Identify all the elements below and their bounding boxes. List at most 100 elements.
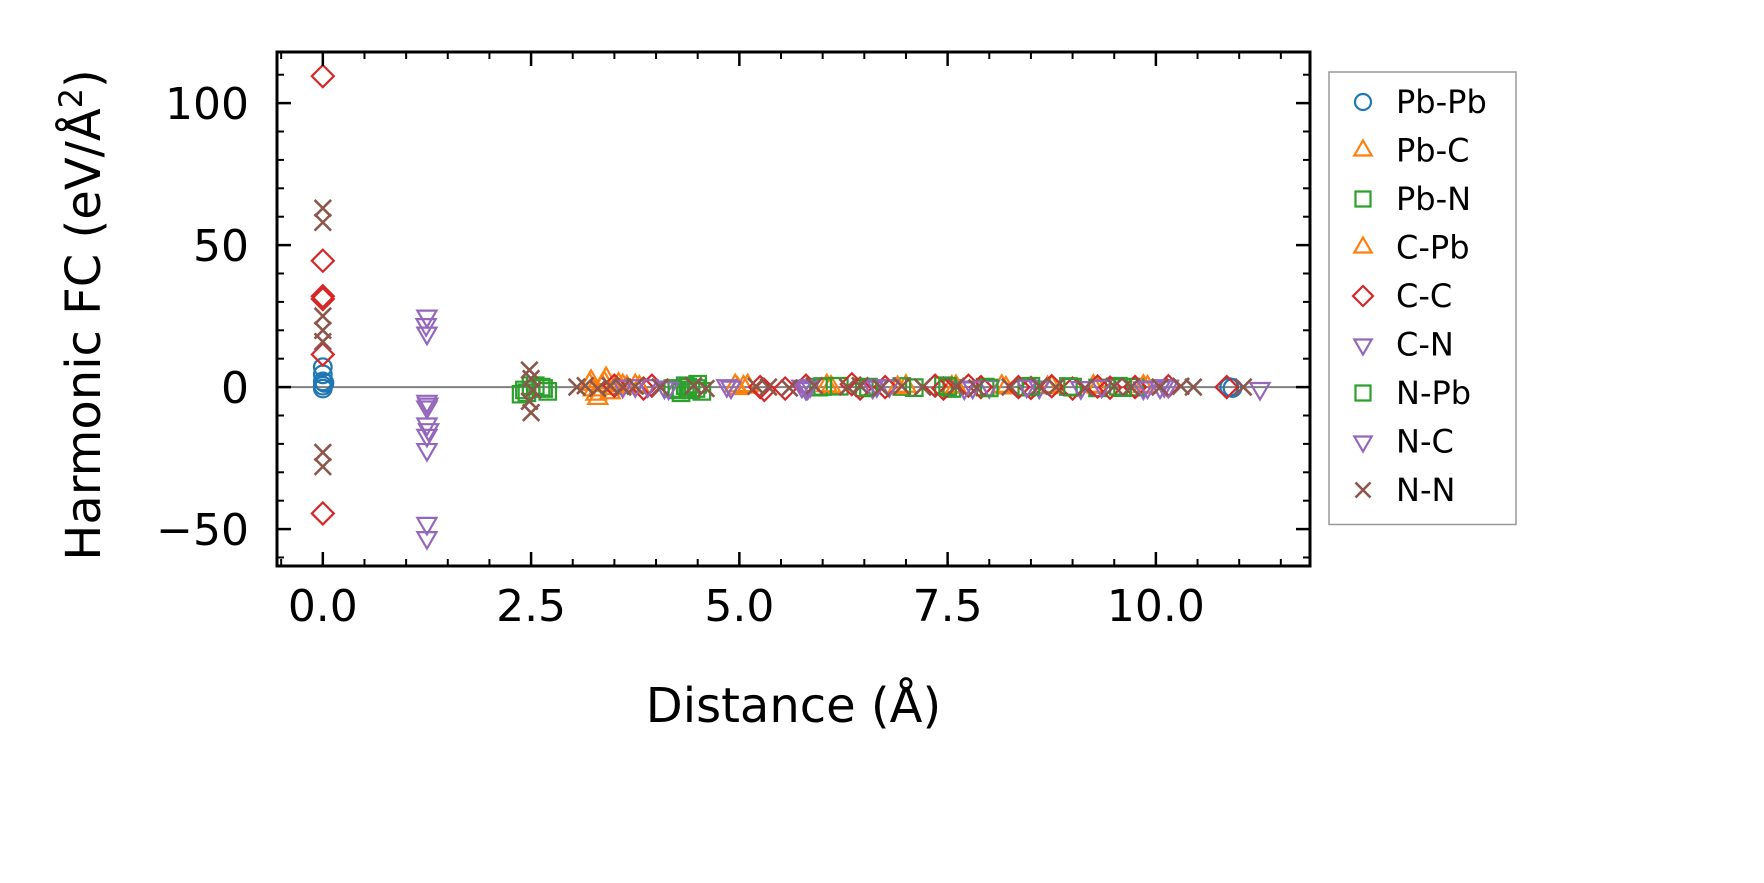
point-c-n-6 <box>415 442 439 463</box>
point-n-n-24 <box>805 376 824 395</box>
x-tick-label-2: 5.0 <box>704 581 774 632</box>
legend-entry-c-c: C-C <box>1351 277 1452 315</box>
point-c-n-17 <box>977 379 1001 400</box>
point-n-n-1 <box>313 213 332 232</box>
point-pb-n-8 <box>681 380 701 400</box>
point-n-c-3 <box>611 379 635 400</box>
legend-entry-pb-pb: Pb-Pb <box>1353 83 1487 121</box>
x-tick-label-0: 0.0 <box>288 581 358 632</box>
legend-marker-n-pb <box>1354 384 1372 402</box>
point-n-pb-12 <box>1113 378 1132 398</box>
legend-marker-pb-pb <box>1353 92 1373 112</box>
legend-marker-n-c <box>1352 435 1374 454</box>
legend-entry-n-n: N-N <box>1354 471 1455 509</box>
point-c-n-1 <box>415 326 439 347</box>
point-n-c-1 <box>416 397 440 418</box>
legend-label-n-c: N-C <box>1396 423 1454 461</box>
legend-entry-pb-n: Pb-N <box>1354 180 1471 218</box>
legend-label-c-c: C-C <box>1396 277 1452 315</box>
point-pb-pb-5 <box>314 372 335 393</box>
point-c-n-11 <box>715 379 739 399</box>
point-c-c-1 <box>310 248 336 274</box>
legend-label-pb-n: Pb-N <box>1396 180 1471 218</box>
point-n-c-4 <box>623 379 647 399</box>
y-axis-label: Harmonic FC (eV/Å2) <box>52 69 112 561</box>
y-axis-label-main: Harmonic FC (eV/Å <box>55 108 112 561</box>
point-n-n-40 <box>1184 377 1203 397</box>
point-c-c-3 <box>310 286 336 312</box>
legend-entry-n-pb: N-Pb <box>1354 374 1471 412</box>
point-n-n-17 <box>626 377 645 396</box>
point-n-n-0 <box>313 199 332 218</box>
point-n-n-27 <box>871 378 891 398</box>
point-n-n-9 <box>523 380 542 400</box>
legend-marker-pb-c <box>1352 138 1374 157</box>
point-n-n-18 <box>651 377 670 397</box>
legend-label-n-pb: N-Pb <box>1396 374 1471 412</box>
point-n-n-28 <box>892 377 911 396</box>
axes: 0.0 2.5 5.0 7.5 10.0 −50 0 50 100 Distance (Å) Har… <box>52 50 1312 734</box>
point-n-n-37 <box>1121 377 1141 397</box>
point-n-n-2 <box>313 306 332 326</box>
point-n-c-0 <box>414 318 438 338</box>
legend-entry-c-n: C-N <box>1352 326 1454 364</box>
point-n-n-38 <box>1150 377 1170 397</box>
y-axis-label-superscript: 2 <box>52 88 90 108</box>
y-tick-label-2: 50 <box>193 221 249 272</box>
point-c-c-2 <box>310 283 336 309</box>
point-n-n-5 <box>313 443 332 462</box>
y-axis-label-close: ) <box>56 69 112 88</box>
x-axis-label: Distance (Å) <box>646 677 941 734</box>
point-n-n-34 <box>1046 377 1066 397</box>
point-pb-n-9 <box>688 374 708 394</box>
y-tick-label-0: −50 <box>156 505 249 556</box>
point-n-n-30 <box>946 377 966 396</box>
point-c-n-7 <box>415 516 439 537</box>
point-c-n-19 <box>1090 379 1114 400</box>
point-n-n-29 <box>913 377 932 397</box>
point-c-n-5 <box>415 428 439 449</box>
point-n-pb-11 <box>1063 377 1082 397</box>
legend-label-pb-pb: Pb-Pb <box>1396 83 1487 121</box>
point-n-n-6 <box>313 457 332 476</box>
point-c-c-14 <box>847 375 873 402</box>
legend-label-pb-c: Pb-C <box>1396 132 1470 170</box>
point-n-c-6 <box>719 380 743 401</box>
point-n-n-32 <box>1000 377 1020 397</box>
series-n-n <box>313 199 1253 476</box>
point-c-c-5 <box>310 500 336 527</box>
legend-entry-n-c: N-C <box>1352 423 1454 461</box>
point-c-n-4 <box>415 417 439 438</box>
legend-marker-c-n <box>1352 338 1374 357</box>
point-n-n-20 <box>696 379 716 398</box>
point-n-n-31 <box>967 378 986 398</box>
point-n-n-22 <box>759 377 778 397</box>
legend-entry-c-pb: C-Pb <box>1352 229 1470 267</box>
point-n-pb-4 <box>678 377 698 397</box>
plot-area <box>277 63 1310 551</box>
point-n-c-13 <box>1136 380 1160 401</box>
point-n-n-11 <box>521 403 541 422</box>
point-n-pb-0 <box>517 383 537 403</box>
point-n-c-2 <box>417 423 441 443</box>
x-tick-label-3: 7.5 <box>913 581 983 632</box>
legend-marker-pb-n <box>1354 190 1372 208</box>
point-n-n-23 <box>780 378 799 398</box>
legend-label-n-n: N-N <box>1396 471 1455 509</box>
point-n-n-36 <box>1105 377 1124 396</box>
point-n-pb-8 <box>938 377 957 396</box>
point-c-c-0 <box>310 63 336 89</box>
x-tick-label-1: 2.5 <box>496 581 566 632</box>
legend-marker-n-n <box>1354 481 1372 499</box>
legend-entry-pb-c: Pb-C <box>1352 132 1470 170</box>
point-n-n-35 <box>1075 378 1095 398</box>
x-tick-label-4: 10.0 <box>1107 581 1205 632</box>
legend-label-c-n: C-N <box>1396 326 1454 364</box>
legend: Pb-Pb Pb-C Pb-N C-Pb C-C C-N N-Pb N-C N-N <box>1328 71 1517 526</box>
axes-frame <box>275 50 1312 568</box>
point-c-n-9 <box>636 379 660 399</box>
y-tick-label-1: 0 <box>221 363 249 414</box>
point-n-c-7 <box>790 379 814 400</box>
legend-label-c-pb: C-Pb <box>1396 229 1470 267</box>
